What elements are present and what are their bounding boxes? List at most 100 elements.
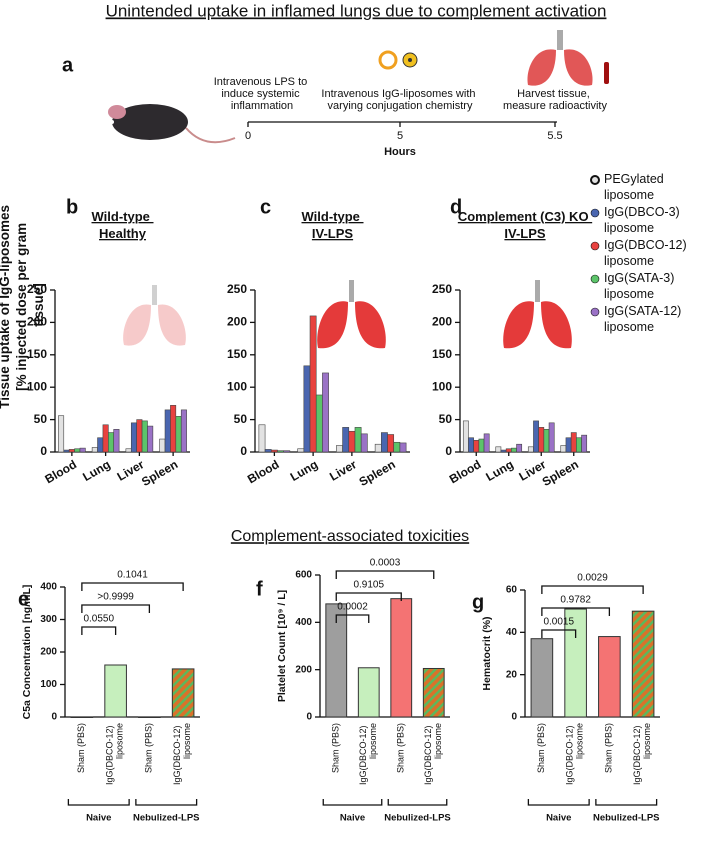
bar	[374, 443, 382, 453]
bar	[180, 409, 187, 453]
panel-label: a	[62, 54, 74, 76]
y-tick-label: 50	[34, 412, 48, 426]
y-tick-label: 150	[27, 347, 47, 361]
bar	[147, 425, 154, 453]
legend-label: IgG(SATA-12) liposome	[604, 304, 685, 334]
bar	[79, 447, 86, 453]
y-axis-label: Hematocrit (%)	[481, 616, 493, 690]
bar	[564, 608, 587, 718]
bar	[560, 445, 567, 453]
significance-bracket	[541, 607, 611, 616]
significance-bracket	[541, 629, 577, 638]
bar	[360, 433, 368, 453]
bar	[516, 443, 523, 453]
p-value: 0.9105	[353, 580, 384, 591]
legend-marker	[590, 307, 600, 317]
bar	[297, 448, 305, 453]
timeline-tick-label: 5	[397, 130, 403, 142]
bar	[483, 433, 490, 453]
bar	[342, 427, 350, 453]
y-tick-label: 100	[40, 679, 57, 690]
timeline-tick-label: 0	[245, 130, 251, 142]
bar	[538, 427, 545, 453]
bar	[399, 442, 407, 453]
bar	[315, 394, 323, 453]
y-tick-label: 100	[227, 379, 247, 393]
bar	[97, 437, 104, 453]
bar	[258, 424, 266, 453]
bar	[141, 420, 148, 453]
bar	[527, 446, 534, 453]
y-tick-label: 250	[27, 282, 47, 296]
bar	[422, 667, 445, 718]
p-value: 0.9782	[560, 595, 591, 606]
x-tick-label: Spleen	[357, 457, 398, 489]
bar	[130, 422, 137, 453]
y-tick-label: 50	[234, 412, 248, 426]
group-label: Naive	[340, 813, 365, 824]
x-tick-label: Liver	[327, 457, 359, 484]
significance-bracket	[335, 570, 435, 579]
x-tick-label: Sham (PBS)	[76, 723, 86, 773]
bar	[322, 372, 329, 453]
bar	[548, 422, 555, 453]
bar	[495, 446, 502, 453]
panel-label: b	[66, 196, 78, 218]
significance-bracket	[81, 582, 184, 591]
p-value: 0.1041	[117, 570, 148, 581]
group-label: Nebulized-LPS	[384, 813, 451, 824]
group-bracket	[135, 799, 198, 806]
panel-label: d	[450, 196, 462, 218]
legend-label: IgG(SATA-3) liposome	[604, 271, 678, 301]
y-axis-label: Platelet Count [10⁹ / L]	[276, 590, 288, 702]
bar	[381, 432, 388, 453]
x-tick-label: IgG(DBCO-12) liposome	[358, 723, 378, 785]
bar	[354, 427, 362, 453]
timeline-event: Harvest tissue, measure radioactivity	[503, 88, 607, 112]
y-tick-label: 0	[51, 712, 57, 723]
y-tick-label: 0	[511, 712, 517, 723]
lung-icon	[527, 30, 609, 86]
legend-marker	[590, 175, 600, 185]
x-tick-label: Lung	[483, 457, 515, 484]
bar	[113, 429, 120, 453]
y-tick-label: 600	[295, 570, 312, 581]
y-tick-label: 100	[432, 379, 452, 393]
x-tick-label: IgG(DBCO-12) liposome	[633, 723, 653, 785]
x-tick-label: Sham (PBS)	[536, 723, 546, 773]
p-value: 0.0550	[83, 614, 114, 625]
x-tick-label: IgG(DBCO-12) liposome	[173, 723, 193, 785]
timeline-tick-label: 5.5	[547, 130, 562, 142]
group-label: Nebulized-LPS	[133, 813, 200, 824]
y-tick-label: 0	[240, 444, 247, 458]
bar	[264, 449, 272, 453]
x-tick-label: Lung	[80, 457, 112, 484]
group-label: Naive	[86, 813, 111, 824]
section-title: Complement-associated toxicities	[231, 528, 469, 545]
legend-label: IgG(DBCO-3) liposome	[604, 205, 683, 235]
y-tick-label: 400	[40, 582, 57, 593]
bar	[270, 449, 278, 453]
legend-marker	[590, 208, 600, 218]
y-tick-label: 40	[506, 627, 518, 638]
y-axis-label: Tissue uptake of IgG-liposomes [% inject…	[0, 201, 46, 409]
p-value: >0.9999	[97, 592, 134, 603]
y-tick-label: 150	[432, 347, 452, 361]
x-tick-label: Blood	[447, 457, 483, 486]
bar	[576, 437, 582, 453]
significance-bracket	[81, 604, 151, 613]
lung-icon-inflamed	[317, 280, 386, 349]
bar	[277, 450, 284, 453]
bar	[325, 603, 348, 718]
bar	[543, 429, 550, 453]
bar	[91, 447, 98, 453]
panel-title: Complement (C3) KO IV-LPS	[458, 209, 592, 241]
bar	[530, 638, 554, 718]
group-bracket	[387, 799, 448, 806]
bar	[170, 405, 177, 453]
significance-bracket	[335, 592, 402, 601]
panel-title: Wild-type Healthy	[92, 209, 154, 241]
figure-title: Unintended uptake in inflamed lungs due …	[106, 1, 607, 20]
bar	[390, 598, 413, 718]
